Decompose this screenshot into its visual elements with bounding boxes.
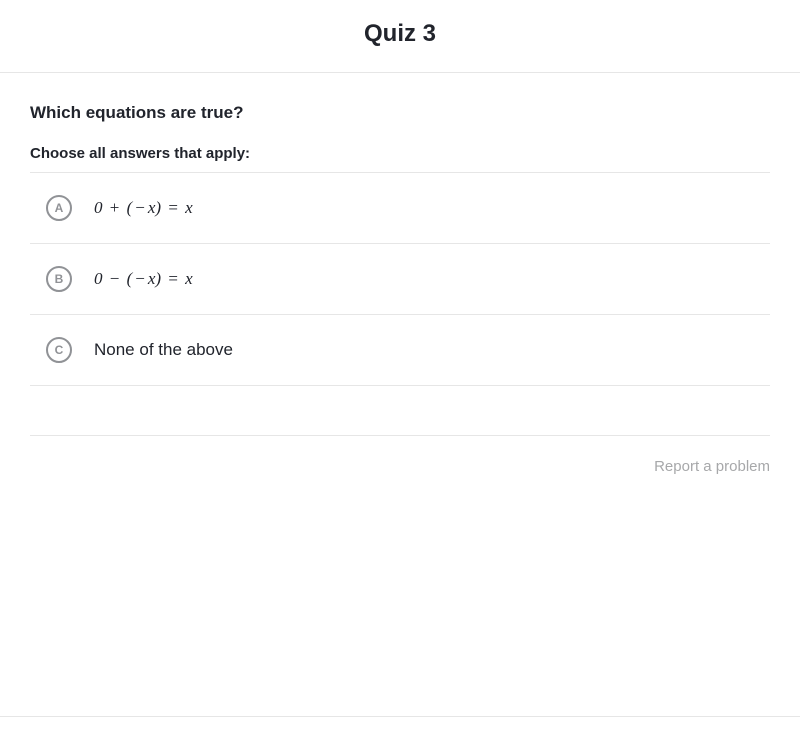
- report-problem-link[interactable]: Report a problem: [30, 436, 770, 475]
- option-b[interactable]: B 0 − (−x) = x: [30, 244, 770, 315]
- option-text-a: 0 + (−x) = x: [94, 198, 193, 218]
- spacer-row: [30, 386, 770, 436]
- option-text-b: 0 − (−x) = x: [94, 269, 193, 289]
- option-bubble-b: B: [46, 266, 72, 292]
- quiz-content: Which equations are true? Choose all ans…: [0, 73, 800, 475]
- option-bubble-c: C: [46, 337, 72, 363]
- options-list: A 0 + (−x) = x B 0 − (−x) = x C None of …: [30, 172, 770, 436]
- option-text-c: None of the above: [94, 340, 233, 360]
- option-a[interactable]: A 0 + (−x) = x: [30, 173, 770, 244]
- option-c[interactable]: C None of the above: [30, 315, 770, 386]
- bottom-divider: [0, 716, 800, 717]
- quiz-title: Quiz 3: [0, 20, 800, 48]
- question-instruction: Choose all answers that apply:: [30, 145, 770, 162]
- question-prompt: Which equations are true?: [30, 103, 770, 123]
- quiz-header: Quiz 3: [0, 0, 800, 73]
- option-bubble-a: A: [46, 195, 72, 221]
